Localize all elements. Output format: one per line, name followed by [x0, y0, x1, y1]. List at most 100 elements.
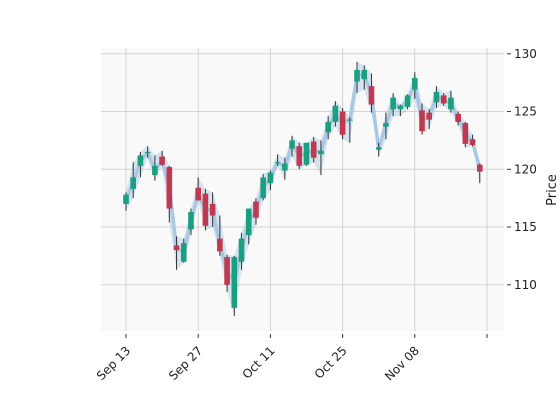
candle-body — [188, 212, 194, 230]
candle — [303, 142, 310, 166]
plot-background — [101, 48, 504, 331]
candle-body — [347, 119, 353, 121]
y-axis-title: Price — [545, 174, 560, 206]
candle-body — [361, 69, 368, 80]
candle-body — [476, 164, 483, 172]
x-tick-label: Oct 11 — [240, 344, 278, 382]
candle — [180, 238, 187, 263]
candle-body — [238, 238, 245, 262]
y-axis: 110 115 120 125 130 — [507, 47, 537, 292]
candle — [476, 163, 483, 184]
candles-layer — [123, 61, 483, 316]
candle — [260, 173, 266, 201]
candle — [267, 170, 274, 191]
candle-body — [383, 123, 389, 127]
candle-body — [209, 203, 216, 216]
candle — [426, 109, 433, 129]
candle-body — [412, 78, 418, 90]
candle — [173, 236, 180, 270]
candle-body — [202, 193, 209, 226]
candle-body — [123, 194, 129, 204]
candle-body — [390, 97, 396, 110]
y-tick-label: 115 — [514, 220, 537, 234]
candle-body — [282, 163, 288, 171]
candle-body — [368, 86, 375, 105]
candle-body — [267, 172, 274, 184]
candle — [412, 72, 418, 99]
candle — [325, 116, 331, 140]
x-tick-label: Sep 27 — [166, 344, 205, 383]
candle — [282, 157, 288, 180]
x-axis: Sep 13 Sep 27 Oct 11 Oct 25 Nov 08 — [94, 334, 488, 384]
candle-body — [419, 110, 425, 132]
x-tick-label: Nov 08 — [382, 344, 422, 384]
candle-body — [173, 245, 180, 251]
candle — [440, 93, 447, 106]
candle — [224, 254, 230, 292]
candle — [188, 208, 194, 236]
candle — [448, 90, 454, 113]
candle — [166, 165, 173, 223]
candle-body — [462, 123, 469, 144]
candle-body — [332, 105, 339, 122]
candle — [195, 177, 201, 201]
candle — [123, 192, 129, 211]
candle-body — [253, 201, 259, 218]
candle — [339, 108, 346, 140]
candle — [368, 73, 375, 113]
candle — [390, 93, 396, 117]
candle — [462, 121, 469, 148]
y-tick-label: 110 — [514, 278, 537, 292]
candle-body — [195, 187, 201, 201]
candle-body — [180, 243, 187, 262]
candle-body — [354, 69, 360, 82]
y-tick-label: 120 — [514, 162, 537, 176]
candle-body — [440, 95, 447, 104]
candle — [347, 117, 353, 143]
candle-body — [231, 257, 238, 308]
candle-body — [375, 147, 382, 150]
y-tick-label: 125 — [514, 105, 537, 119]
candle-body — [469, 139, 476, 146]
candle — [231, 255, 238, 316]
candle-body — [426, 112, 433, 120]
candle — [137, 151, 144, 178]
candle-body — [325, 121, 331, 133]
candle — [397, 104, 404, 117]
candle — [354, 61, 360, 94]
candle-body — [404, 95, 411, 107]
candle-body — [137, 155, 144, 166]
candle-body — [289, 140, 295, 149]
candle — [404, 94, 411, 110]
candle-body — [455, 113, 461, 122]
candle — [310, 136, 317, 163]
candle — [318, 140, 324, 176]
candle — [469, 134, 476, 147]
candle-body — [303, 142, 310, 165]
candle-body — [224, 257, 230, 285]
candle — [383, 112, 389, 140]
candle-body — [318, 150, 324, 155]
candle-body — [310, 141, 317, 158]
candle — [159, 150, 165, 166]
candle — [152, 155, 158, 181]
candle-body — [433, 91, 440, 103]
candle — [202, 188, 209, 231]
candle — [238, 232, 245, 270]
candle — [253, 198, 259, 225]
candle-body — [397, 105, 404, 110]
candle-body — [245, 208, 252, 236]
candle — [209, 192, 216, 228]
candle — [296, 142, 303, 170]
candle-body — [144, 151, 151, 154]
x-tick-label: Sep 13 — [94, 344, 133, 383]
candle-body — [159, 156, 165, 165]
candle — [332, 101, 339, 127]
candle — [433, 86, 440, 109]
candle-body — [448, 97, 454, 110]
candle — [419, 103, 425, 135]
x-tick-label: Oct 25 — [312, 344, 350, 382]
candle-body — [217, 238, 223, 252]
candle-body — [152, 165, 158, 176]
